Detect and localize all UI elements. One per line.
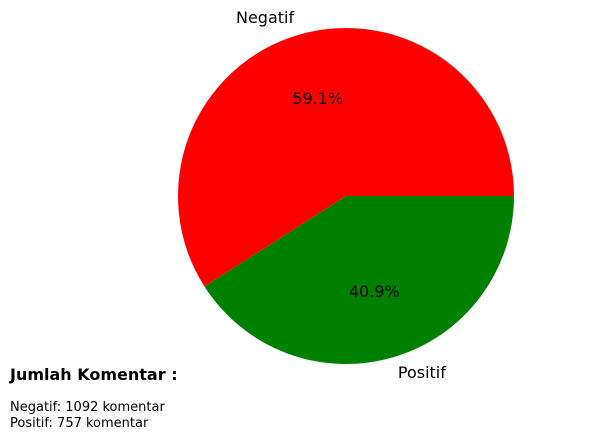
slice-percent-negatif: 59.1% — [292, 89, 343, 108]
comment-summary: Jumlah Komentar : Negatif: 1092 komentar… — [10, 364, 330, 432]
summary-title: Jumlah Komentar : — [10, 365, 178, 384]
slice-percent-positif: 40.9% — [349, 282, 400, 301]
pie-slice-positif — [204, 196, 514, 365]
summary-line-negatif: Negatif: 1092 komentar — [10, 400, 165, 415]
slice-label-positif: Positif — [398, 363, 446, 382]
slice-label-negatif: Negatif — [236, 8, 294, 27]
pie-slice-negatif — [177, 28, 514, 287]
summary-line-positif: Positif: 757 komentar — [10, 416, 149, 431]
